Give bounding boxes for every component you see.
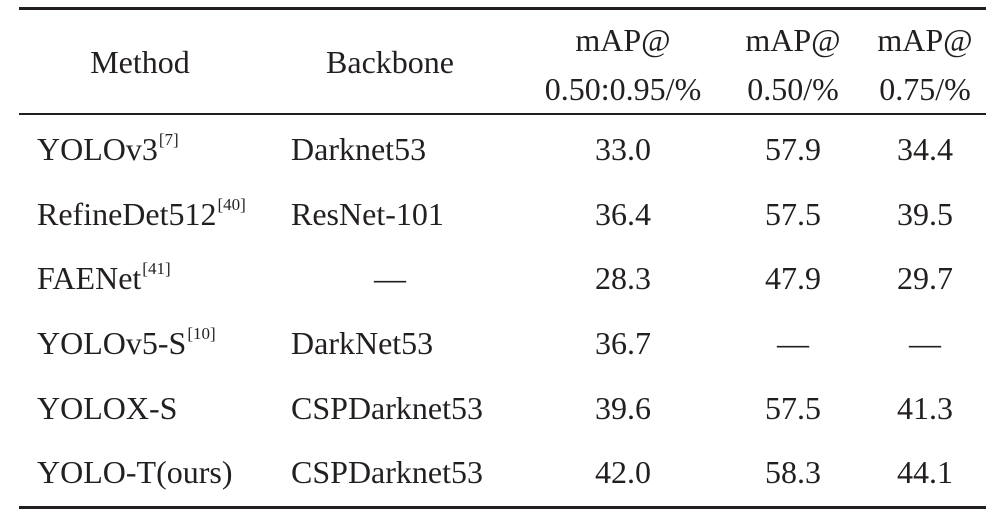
header-map-75-line1: mAP@	[877, 22, 973, 58]
citation-ref: [40]	[217, 195, 246, 214]
table-row-2-method: RefineDet512[40]	[37, 195, 246, 232]
table-header-rule	[19, 113, 986, 115]
table-row-1-backbone: Darknet53	[291, 131, 427, 167]
table-top-rule	[19, 7, 986, 10]
table-row-1-map-50-95: 33.0	[595, 131, 651, 167]
citation-ref: [10]	[187, 324, 216, 343]
table-row-4-map-50-95: 36.7	[595, 325, 651, 361]
table-row-4-map-50: —	[777, 325, 809, 361]
citation-ref: [7]	[158, 130, 179, 149]
table-row-4-method: YOLOv5-S[10]	[37, 324, 216, 361]
table-row-6-backbone: CSPDarknet53	[291, 454, 483, 490]
table-row-5-backbone: CSPDarknet53	[291, 390, 483, 426]
table-row-3-map-75: 29.7	[897, 260, 953, 296]
table-row-3-method: FAENet[41]	[37, 259, 171, 296]
table-bottom-rule	[19, 506, 986, 509]
table-row-6-map-75: 44.1	[897, 454, 953, 490]
table-row-5-method: YOLOX-S	[37, 390, 178, 426]
header-map-50-95-line2: 0.50:0.95/%	[544, 71, 702, 107]
table-row-2-map-75: 39.5	[897, 196, 953, 232]
header-map-50-line1: mAP@	[745, 22, 841, 58]
table-row-3-map-50: 47.9	[765, 260, 821, 296]
table-row-2-map-50-95: 36.4	[595, 196, 651, 232]
header-map-75-line2: 0.75/%	[879, 71, 971, 107]
table-row-3-backbone: —	[374, 260, 406, 296]
table-row-1-map-50: 57.9	[765, 131, 821, 167]
table-row-2-backbone: ResNet-101	[291, 196, 444, 232]
table-row-5-map-50-95: 39.6	[595, 390, 651, 426]
table-row-6-method: YOLO-T(ours)	[37, 454, 233, 490]
header-method: Method	[90, 44, 190, 80]
table-row-5-map-75: 41.3	[897, 390, 953, 426]
table-row-4-map-75: —	[909, 325, 941, 361]
table-row-6-map-50: 58.3	[765, 454, 821, 490]
citation-ref: [41]	[142, 259, 171, 278]
table-row-1-map-75: 34.4	[897, 131, 953, 167]
header-backbone: Backbone	[326, 44, 454, 80]
header-map-50-95-line1: mAP@	[575, 22, 671, 58]
table-row-4-backbone: DarkNet53	[291, 325, 434, 361]
table-row-6-map-50-95: 42.0	[595, 454, 651, 490]
table-row-1-method: YOLOv3[7]	[37, 130, 179, 167]
table-row-3-map-50-95: 28.3	[595, 260, 651, 296]
header-map-50-line2: 0.50/%	[747, 71, 839, 107]
table-row-2-map-50: 57.5	[765, 196, 821, 232]
table-row-5-map-50: 57.5	[765, 390, 821, 426]
